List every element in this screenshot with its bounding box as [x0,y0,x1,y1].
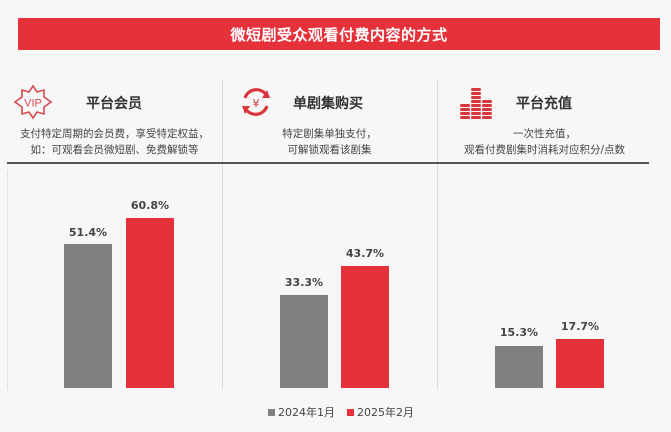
panel-divider [437,80,438,390]
bar-2025 [126,218,174,388]
legend-item-2025: 2025年2月 [347,404,414,420]
yen-refresh-icon: ¥ [235,84,277,120]
bar-2025 [556,339,604,388]
panel-description: 支付特定周期的会员费，享受特定权益， 如：可观看会员微短剧、免费解锁等 [20,128,209,156]
svg-text:VIP: VIP [24,98,42,110]
value-label: 33.3% [284,276,324,289]
panel-description: 一次性充值， 观看付费剧集时消耗对应积分/点数 [463,128,626,156]
panel-description: 特定剧集单独支付， 可解锁观看该剧集 [282,128,377,156]
section-rule [437,162,649,164]
coin-stacks-icon [455,84,497,120]
chart-legend: 2024年1月 2025年2月 [268,404,414,420]
bar-2025 [341,266,389,388]
bar-2024 [64,244,112,388]
section-rule [222,162,437,164]
chart-title: 微短剧受众观看付费内容的方式 [230,25,448,44]
legend-swatch [268,408,275,416]
value-label: 43.7% [345,247,385,260]
legend-swatch [347,408,354,416]
vip-badge-icon: VIP [12,84,54,120]
svg-text:¥: ¥ [253,97,260,110]
panel-title: 单剧集购买 [293,96,363,112]
value-label: 51.4% [68,226,108,239]
panel-divider [222,80,223,390]
value-label: 60.8% [130,199,170,212]
value-label: 17.7% [560,320,600,333]
value-label: 15.3% [499,326,539,339]
panel-title: 平台充值 [516,96,572,112]
title-banner: 微短剧受众观看付费内容的方式 [18,18,660,50]
panel-edge [7,170,8,390]
bar-2024 [495,346,543,388]
panel-title: 平台会员 [86,96,142,112]
section-rule [7,162,222,164]
bar-2024 [280,295,328,388]
legend-item-2024: 2024年1月 [268,404,335,420]
